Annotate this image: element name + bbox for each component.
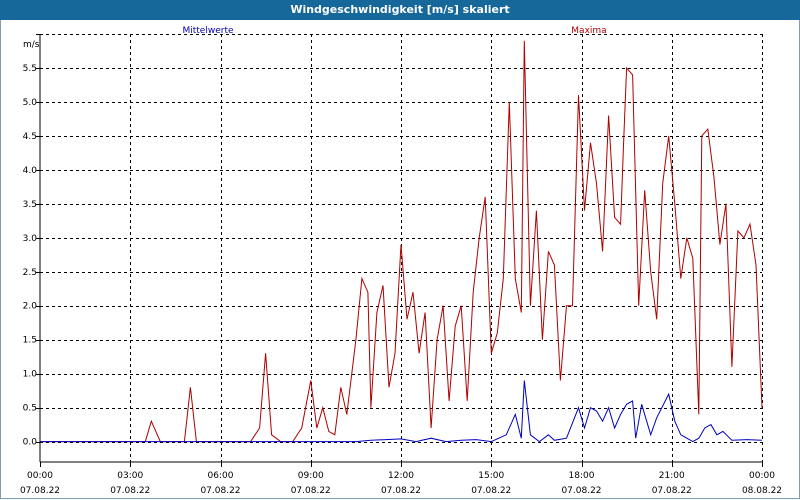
legend-maxima: Maxima <box>571 26 606 36</box>
x-tick-date: 07.08.22 <box>471 486 511 496</box>
y-tick-label: 5.0 <box>23 98 38 108</box>
series-lines <box>40 40 763 443</box>
x-tick-labels: 00:00 07.08.22 03:00 07.08.22 06:00 07.08.22 0… <box>20 471 782 496</box>
legend-mittelwerte: Mittelwerte <box>182 26 233 36</box>
x-tick-time: 12:00 <box>388 471 414 481</box>
x-tick-time: 00:00 <box>27 471 53 481</box>
x-tick-time: 00:00 <box>749 471 775 481</box>
y-axis-unit: m/s <box>23 40 40 50</box>
y-tick-label: 3.5 <box>23 200 37 210</box>
x-tick-time: 18:00 <box>569 471 595 481</box>
y-tick-label: 0.5 <box>23 404 37 414</box>
x-tick-date: 07.08.22 <box>561 486 601 496</box>
y-tick-labels: 0.0 0.5 1.0 1.5 2.0 2.5 3.0 3.5 4.0 4.5 5.0 5.5 <box>23 64 38 448</box>
y-tick-label: 2.5 <box>23 268 37 278</box>
y-tick-label: 4.5 <box>23 132 37 142</box>
y-tick-label: 4.0 <box>23 166 38 176</box>
x-tick-time: 21:00 <box>659 471 685 481</box>
x-tick-date: 08.08.22 <box>742 486 782 496</box>
x-tick-date: 07.08.22 <box>200 486 240 496</box>
y-tick-label: 1.0 <box>23 370 38 380</box>
series-line-mittelwerte <box>40 380 763 443</box>
chart-title: Windgeschwindigkeit [m/s] skaliert <box>0 0 800 20</box>
y-tick-label: 3.0 <box>23 234 38 244</box>
x-tick-time: 03:00 <box>117 471 143 481</box>
x-tick-date: 07.08.22 <box>291 486 331 496</box>
x-tick-date: 07.08.22 <box>381 486 421 496</box>
y-tick-label: 2.0 <box>23 302 38 312</box>
series-line-maxima <box>40 40 763 443</box>
y-tick-label: 0.0 <box>23 438 38 448</box>
x-tick-time: 15:00 <box>478 471 504 481</box>
x-tick-date: 07.08.22 <box>652 486 692 496</box>
y-tick-label: 1.5 <box>23 336 37 346</box>
x-tick-date: 07.08.22 <box>20 486 60 496</box>
x-tick-time: 09:00 <box>298 471 324 481</box>
x-tick-time: 06:00 <box>208 471 234 481</box>
gridlines <box>36 34 763 467</box>
y-tick-label: 5.5 <box>23 64 37 74</box>
x-tick-date: 07.08.22 <box>110 486 150 496</box>
